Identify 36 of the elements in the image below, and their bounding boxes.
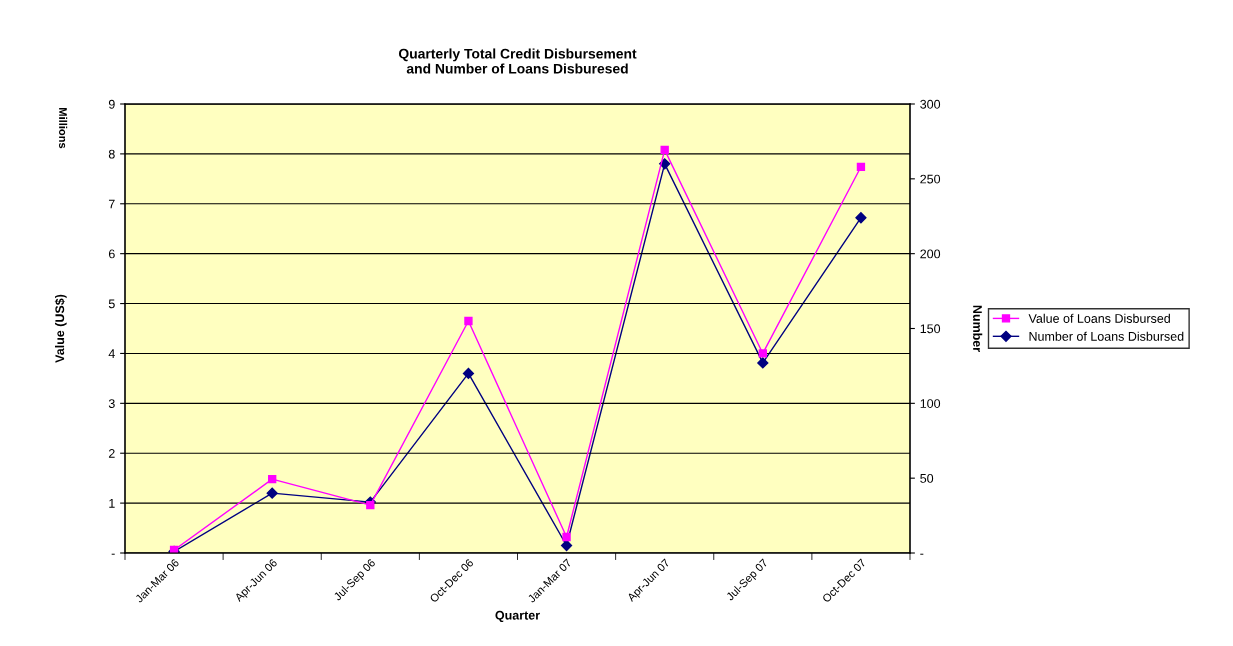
point xyxy=(562,532,571,542)
point xyxy=(464,316,473,326)
point xyxy=(758,349,767,358)
point xyxy=(659,158,671,170)
point xyxy=(268,474,277,484)
point xyxy=(855,212,867,224)
legend-label: Number of Loans Disbursed xyxy=(1029,331,1184,341)
y2-tick-label: 100 xyxy=(920,399,941,408)
point xyxy=(660,145,669,155)
point xyxy=(266,487,278,499)
point xyxy=(856,162,866,172)
y2-tick-label: 250 xyxy=(920,174,941,184)
y-tick-label: 9 xyxy=(108,99,115,109)
legend-label: Value of Loans Disbursed xyxy=(1028,313,1170,323)
y-tick-label: 4 xyxy=(108,349,115,358)
point xyxy=(462,367,475,380)
y-tick-label: 6 xyxy=(108,249,115,259)
y-tick-label: 7 xyxy=(108,199,115,209)
y-tick-label: 1 xyxy=(109,499,115,508)
y-tick-label: 8 xyxy=(108,149,115,159)
y-tick-label: 3 xyxy=(108,399,115,408)
text: Millions xyxy=(59,108,68,149)
y-tick-label: 2 xyxy=(108,449,115,458)
x-axis-title: Quarter xyxy=(495,610,540,622)
chart-title: Quarterly Total Credit Disbursement and Number of Loans Disburesed xyxy=(398,48,637,74)
point xyxy=(757,357,769,369)
y2-tick-label: - xyxy=(920,553,924,555)
y2-tick-label: 50 xyxy=(920,473,934,483)
y2-tick-label: 300 xyxy=(920,99,941,109)
y2-axis-title: Number xyxy=(973,305,983,352)
y-tick-label: - xyxy=(111,553,115,555)
point xyxy=(366,500,375,510)
y-tick-label: 5 xyxy=(108,299,115,309)
y2-tick-label: 150 xyxy=(920,324,941,334)
y2-tick-label: 200 xyxy=(920,249,941,259)
y-axis-title: Value (US$) xyxy=(54,294,67,363)
